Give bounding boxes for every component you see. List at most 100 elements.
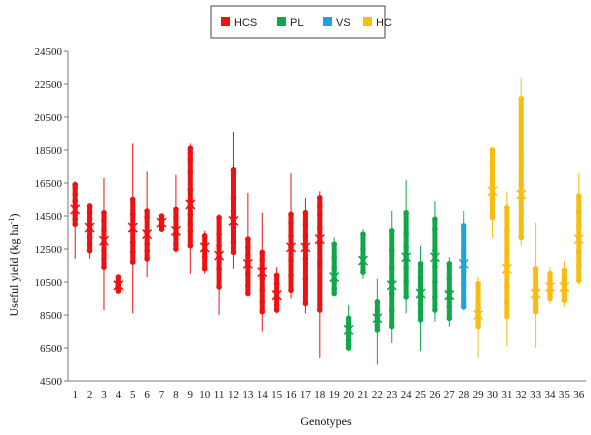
mean-marker [458, 258, 469, 269]
x-tick-label: 1 [72, 389, 78, 401]
value-bar [418, 263, 424, 320]
legend-swatch [323, 17, 332, 26]
data-point [403, 209, 409, 216]
x-tick-label: 17 [300, 389, 312, 401]
y-tick-label: 24500 [35, 46, 63, 58]
data-point [86, 226, 93, 232]
data-point [288, 272, 294, 279]
data-point [446, 287, 453, 294]
mean-marker [300, 242, 311, 253]
data-point [475, 280, 481, 287]
data-point [288, 219, 294, 226]
data-point [547, 277, 553, 284]
x-tick-label: 26 [429, 389, 441, 401]
legend-swatch [363, 17, 372, 26]
data-point [432, 226, 438, 232]
data-point [302, 300, 309, 307]
mean-marker [573, 234, 584, 245]
data-point [144, 256, 150, 262]
data-point [288, 211, 294, 218]
data-point [432, 216, 438, 223]
data-point [417, 308, 424, 315]
data-point [345, 315, 352, 322]
data-point [187, 203, 194, 209]
data-point [331, 290, 337, 297]
data-point [245, 252, 251, 259]
data-point [489, 214, 496, 221]
data-point [446, 275, 453, 282]
data-point [489, 186, 496, 193]
data-point [129, 239, 136, 246]
mean-marker [314, 234, 325, 245]
data-point [388, 323, 395, 330]
data-point [230, 195, 237, 201]
data-point [259, 308, 266, 315]
data-point [101, 209, 107, 216]
data-point [187, 211, 194, 218]
x-tick-label: 24 [401, 389, 413, 401]
data-point [72, 191, 78, 198]
data-point [561, 282, 568, 289]
x-tick-label: 20 [343, 389, 355, 401]
value-bar [461, 225, 467, 307]
data-point [532, 277, 539, 284]
mean-marker [199, 242, 210, 253]
data-point [101, 256, 107, 262]
data-point [417, 274, 424, 280]
data-point [144, 208, 150, 214]
value-bar [475, 283, 481, 327]
legend-label: HCS [234, 17, 257, 29]
data-point [532, 266, 539, 272]
data-point [187, 145, 194, 152]
x-tick-label: 28 [458, 389, 470, 401]
data-point [331, 254, 337, 261]
data-point [173, 233, 179, 239]
value-bar [518, 98, 524, 238]
x-tick-label: 15 [271, 389, 283, 401]
mean-marker [113, 280, 124, 291]
y-tick-label: 20500 [35, 112, 63, 124]
data-point [432, 247, 438, 254]
data-point [173, 246, 179, 252]
data-point [331, 241, 337, 247]
data-point [475, 323, 481, 330]
data-point [475, 294, 481, 300]
data-point [86, 216, 93, 223]
data-point [460, 303, 467, 310]
data-point [317, 224, 323, 231]
data-point [518, 208, 525, 214]
mean-marker [127, 222, 138, 233]
data-point [216, 284, 222, 290]
data-point [388, 228, 395, 234]
data-point [460, 282, 467, 289]
data-point [245, 236, 251, 242]
data-point [317, 203, 323, 209]
data-point [576, 209, 582, 216]
x-tick-label: 22 [372, 389, 383, 401]
x-tick-label: 32 [516, 389, 527, 401]
data-point [302, 256, 309, 262]
data-point [432, 294, 438, 300]
x-tick-label: 35 [559, 389, 571, 401]
mean-marker [329, 272, 340, 283]
data-point [446, 303, 453, 310]
data-point [504, 284, 510, 290]
value-bar [360, 234, 366, 273]
data-point [417, 317, 424, 323]
data-point [187, 157, 194, 163]
data-point [129, 196, 136, 203]
data-point [460, 247, 467, 254]
data-point [86, 234, 93, 241]
data-point [547, 295, 553, 302]
mean-marker [559, 281, 570, 292]
data-point [245, 290, 251, 297]
data-point [101, 239, 107, 246]
data-point [288, 233, 294, 239]
data-point [259, 299, 266, 305]
data-point [576, 277, 582, 284]
data-point [432, 307, 438, 313]
data-point [86, 209, 93, 216]
value-bar [259, 252, 265, 312]
data-point [345, 336, 352, 343]
mean-marker [429, 252, 440, 263]
